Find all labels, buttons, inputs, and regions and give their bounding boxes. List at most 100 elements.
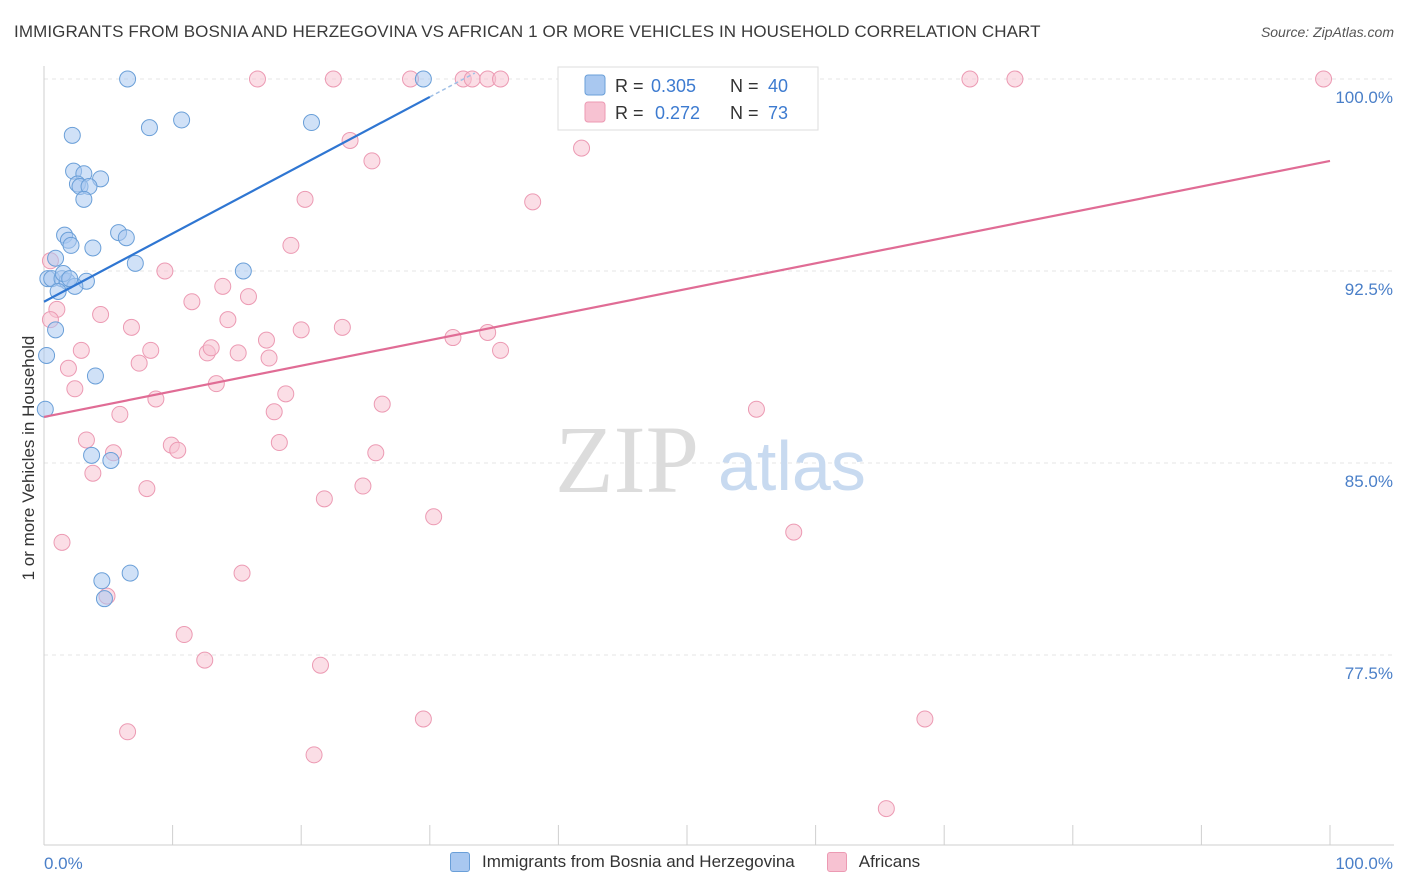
data-point-africans [196, 651, 214, 669]
data-point-africans [130, 354, 148, 372]
data-point-bosnia [83, 446, 101, 464]
data-point-africans [214, 277, 232, 295]
data-point-africans [84, 464, 102, 482]
data-point-bosnia [126, 254, 144, 272]
data-point-africans [72, 341, 90, 359]
data-point-africans [92, 306, 110, 324]
trend-line-africans [43, 159, 1331, 418]
data-point-bosnia [119, 70, 137, 88]
legend-n-value-2: 73 [768, 103, 788, 123]
data-point-bosnia [173, 111, 191, 129]
legend-r-value-1: 0.305 [651, 76, 696, 96]
data-point-africans [1315, 70, 1333, 88]
data-point-bosnia [62, 236, 80, 254]
data-point-africans [202, 339, 220, 357]
y-axis-label: 1 or more Vehicles in Household [19, 336, 38, 581]
data-point-africans [916, 710, 934, 728]
data-point-africans [175, 626, 193, 644]
data-point-africans [354, 477, 372, 495]
data-point-africans [169, 441, 187, 459]
data-point-bosnia [84, 239, 102, 257]
data-point-africans [156, 262, 174, 280]
data-point-africans [183, 293, 201, 311]
legend-n-label-1: N = [730, 76, 759, 96]
watermark-atlas: atlas [718, 427, 866, 505]
data-point-africans [257, 331, 275, 349]
data-point-bosnia [117, 229, 135, 247]
x-tick-label: 0.0% [44, 854, 83, 873]
legend-item-bosnia: Immigrants from Bosnia and Herzegovina [450, 852, 795, 872]
data-point-bosnia [95, 590, 113, 608]
data-point-africans [296, 190, 314, 208]
data-point-africans [265, 403, 283, 421]
data-point-bosnia [302, 114, 320, 132]
x-tick-label: 100.0% [1335, 854, 1393, 873]
stats-legend: R = 0.305 N = 40 R = 0.272 N = 73 [557, 66, 819, 131]
data-point-africans [492, 70, 510, 88]
data-point-africans [961, 70, 979, 88]
data-point-africans [747, 400, 765, 418]
legend-swatch [826, 852, 847, 872]
data-point-africans [59, 359, 77, 377]
data-point-africans [270, 434, 288, 452]
data-point-africans [573, 139, 591, 157]
legend-swatch-africans [584, 101, 606, 123]
data-point-africans [142, 341, 160, 359]
data-point-africans [414, 710, 432, 728]
data-point-africans [260, 349, 278, 367]
legend-n-value-1: 40 [768, 76, 788, 96]
data-point-bosnia [93, 572, 111, 590]
data-point-africans [463, 70, 481, 88]
legend-r-label-1: R = [615, 76, 644, 96]
data-point-africans [1006, 70, 1024, 88]
legend-n-label-2: N = [730, 103, 759, 123]
chart-title: IMMIGRANTS FROM BOSNIA AND HERZEGOVINA V… [14, 22, 1041, 41]
data-point-africans [373, 395, 391, 413]
data-point-bosnia [38, 346, 56, 364]
data-point-africans [292, 321, 310, 339]
legend-swatch [450, 852, 470, 872]
tick-labels: 100.0% 92.5% 85.0% 77.5% 0.0% 100.0% [44, 88, 1393, 873]
data-point-africans [53, 533, 71, 551]
watermark-zip: ZIP [555, 406, 699, 513]
data-point-bosnia [75, 190, 93, 208]
y-tick-label: 77.5% [1345, 664, 1393, 683]
data-point-africans [77, 431, 95, 449]
data-point-africans [315, 490, 333, 508]
legend-item-africans: Africans [826, 852, 921, 872]
data-point-africans [311, 656, 329, 674]
data-point-africans [305, 746, 323, 764]
data-point-africans [239, 288, 257, 306]
data-point-bosnia [47, 321, 65, 339]
data-point-bosnia [140, 119, 158, 137]
data-point-africans [119, 723, 137, 741]
data-point-africans [524, 193, 542, 211]
data-point-bosnia [102, 451, 120, 469]
y-tick-label: 100.0% [1335, 88, 1393, 107]
trend-line-bosnia [43, 95, 431, 303]
data-point-africans [122, 318, 140, 336]
data-point-africans [492, 341, 510, 359]
data-point-africans [785, 523, 803, 541]
data-point-africans [138, 480, 156, 498]
data-point-africans [66, 380, 84, 398]
data-point-africans [877, 800, 895, 818]
data-point-africans [282, 236, 300, 254]
data-point-africans [229, 344, 247, 362]
series-legend: Immigrants from Bosnia and Herzegovina A… [450, 852, 952, 872]
data-point-bosnia [63, 126, 81, 144]
trend-lines [43, 72, 1331, 418]
legend-label-bosnia: Immigrants from Bosnia and Herzegovina [482, 852, 795, 871]
series-bosnia-points [36, 70, 432, 608]
data-point-africans [324, 70, 342, 88]
data-point-africans [219, 311, 237, 329]
legend-label-africans: Africans [858, 852, 921, 871]
y-tick-label: 85.0% [1345, 472, 1393, 491]
data-point-bosnia [234, 262, 252, 280]
data-point-bosnia [47, 249, 65, 267]
data-point-bosnia [86, 367, 104, 385]
data-point-bosnia [121, 564, 139, 582]
data-point-africans [333, 318, 351, 336]
trend-line-bosnia-extension [429, 72, 476, 98]
